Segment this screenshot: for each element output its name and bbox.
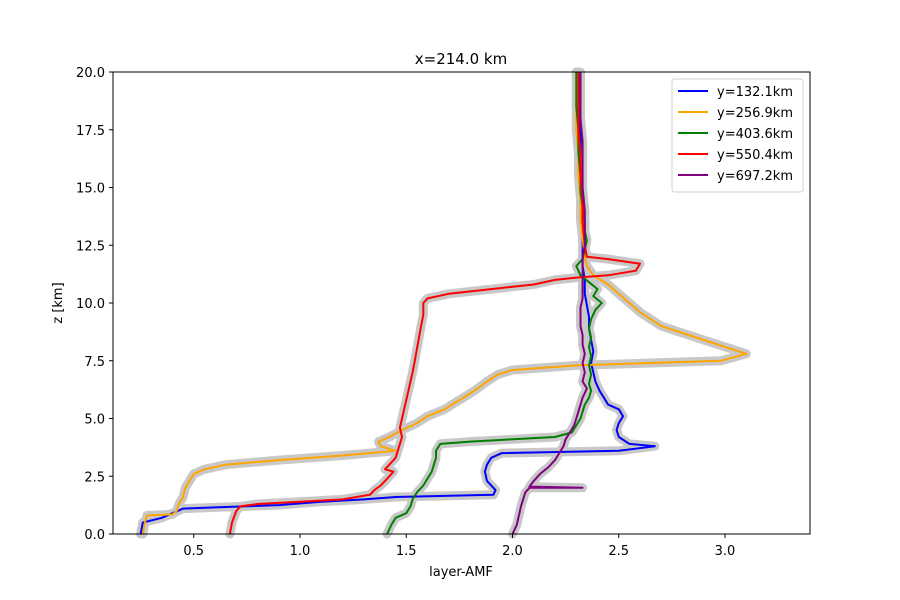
x-tick-label: 1.0	[290, 544, 311, 559]
y-tick-label: 5.0	[84, 413, 105, 428]
legend-label-2: y=256.9km	[717, 106, 793, 121]
y-tick-label: 7.5	[84, 355, 105, 370]
x-axis-label: layer-AMF	[429, 565, 493, 580]
y-tick-label: 0.0	[84, 528, 105, 543]
y-tick-label: 17.5	[76, 124, 105, 139]
y-axis-ticks: 0.0 2.5 5.0 7.5 10.0 12.5 15.0 17.5 20.0	[76, 66, 113, 543]
series-lines	[139, 72, 748, 535]
y-tick-label: 2.5	[84, 470, 105, 485]
y-axis-label: z [km]	[51, 282, 66, 323]
x-tick-label: 2.5	[608, 544, 629, 559]
x-tick-label: 0.5	[183, 544, 204, 559]
y-tick-label: 15.0	[76, 182, 105, 197]
x-tick-label: 3.0	[715, 544, 736, 559]
chart-title: x=214.0 km	[415, 50, 507, 68]
x-tick-label: 2.0	[502, 544, 523, 559]
legend: y=132.1km y=256.9km y=403.6km y=550.4km y=69…	[671, 78, 804, 193]
legend-label-1: y=132.1km	[717, 85, 793, 100]
y-tick-label: 10.0	[76, 297, 105, 312]
x-tick-label: 1.5	[396, 544, 417, 559]
legend-box	[671, 78, 804, 193]
legend-label-4: y=550.4km	[717, 148, 793, 163]
y-tick-label: 20.0	[76, 66, 105, 81]
legend-label-3: y=403.6km	[717, 127, 793, 142]
series-line-5	[511, 72, 588, 535]
legend-label-5: y=697.2km	[717, 169, 793, 184]
series-line-2	[141, 72, 748, 535]
y-tick-label: 12.5	[76, 239, 105, 254]
series-line-4	[228, 72, 641, 535]
x-axis-ticks: 0.5 1.0 1.5 2.0 2.5 3.0	[183, 534, 735, 559]
